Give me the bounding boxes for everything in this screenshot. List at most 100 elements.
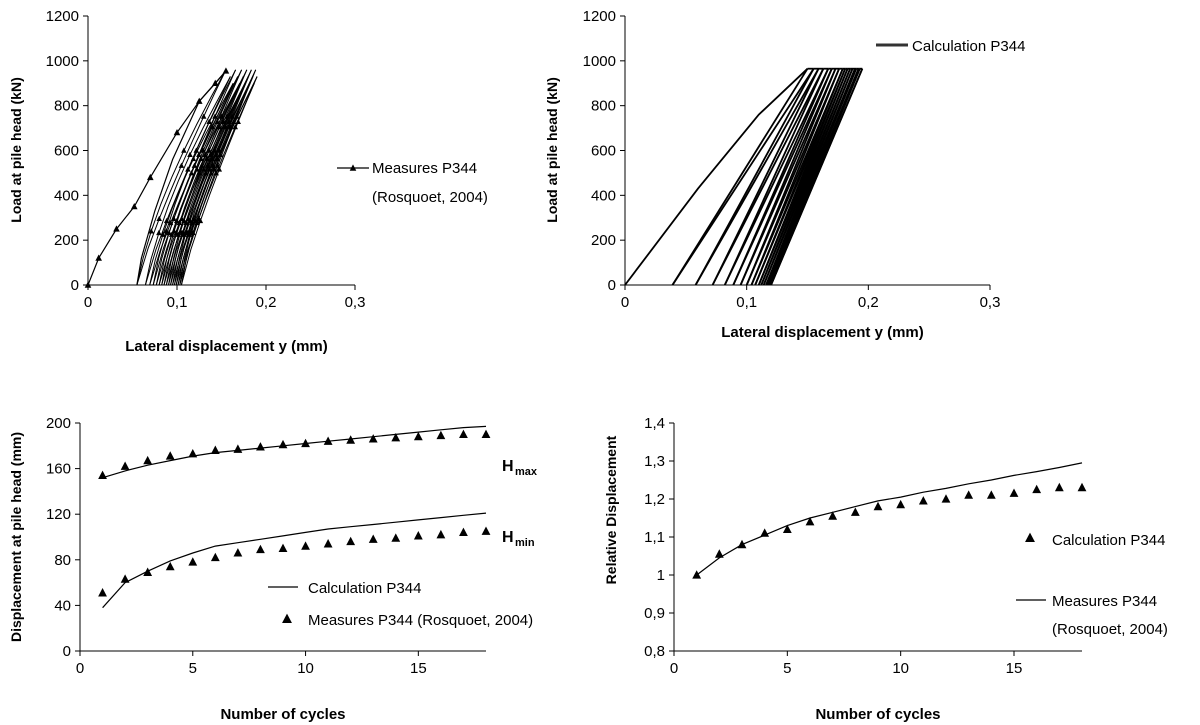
- series-first-unloading: [136, 70, 227, 286]
- data-point: [156, 215, 162, 222]
- data-point: [178, 162, 185, 168]
- y-tick-label: 1200: [583, 8, 616, 25]
- x-axis-title: Number of cycles: [815, 706, 940, 723]
- legend: Calculation P344 Measures P344 (Rosquoet, …: [1016, 532, 1168, 638]
- measure-point: [98, 588, 107, 597]
- legend-label-sub: (Rosquoet, 2004): [372, 189, 488, 206]
- measure-point: [346, 435, 356, 444]
- data-point: [232, 124, 238, 130]
- data-point: [186, 231, 193, 237]
- data-point: [181, 231, 188, 237]
- measure-point: [256, 544, 265, 554]
- y-axis-title: Displacement at pile head (mm): [8, 432, 24, 642]
- data-point: [163, 228, 169, 234]
- calc-first-loading-line: [624, 68, 809, 286]
- calc-point: [1054, 482, 1064, 492]
- data-point: [95, 254, 102, 261]
- data-point: [160, 231, 166, 237]
- calc-point: [714, 549, 724, 558]
- x-tick-label: 0: [76, 660, 84, 677]
- cycle-unloading-line: [180, 76, 258, 286]
- measure-point: [278, 439, 288, 449]
- y-tick-label: 0,9: [644, 605, 665, 622]
- measure-point: [233, 548, 243, 557]
- measure-point: [301, 438, 310, 448]
- data-point: [193, 147, 200, 153]
- calc-point: [986, 490, 996, 499]
- calc-cycle-line: [671, 68, 815, 286]
- calc-line: [102, 512, 487, 609]
- x-tick-label: 0,1: [736, 294, 757, 311]
- x-tick-label: 0,3: [345, 294, 366, 311]
- legend-label-sub: (Rosquoet, 2004): [1052, 621, 1168, 638]
- x-axis-title: Lateral displacement y (mm): [721, 324, 924, 341]
- y-tick-label: 1,3: [644, 453, 665, 470]
- data-point: [113, 225, 120, 232]
- measure-point: [481, 429, 491, 438]
- y-tick-label: 600: [54, 143, 79, 160]
- calc-point: [1077, 482, 1087, 492]
- y-tick-label: 1000: [46, 53, 79, 70]
- x-tick-label: 15: [1006, 660, 1023, 677]
- y-tick-label: 0: [63, 643, 71, 660]
- measure-point: [436, 430, 446, 440]
- calc-point: [737, 539, 747, 549]
- measure-point: [210, 552, 220, 562]
- y-tick-label: 80: [54, 552, 71, 569]
- data-point: [84, 281, 92, 288]
- calc-point: [1032, 484, 1042, 494]
- calc-cycle-line: [694, 68, 820, 286]
- measure-point: [346, 536, 356, 546]
- y-tick-label: 40: [54, 597, 71, 614]
- x-tick-label: 0,2: [858, 294, 879, 311]
- data-point: [206, 147, 212, 153]
- annotation-hmin: H: [502, 529, 514, 546]
- measure-point: [459, 429, 468, 438]
- y-tick-label: 1200: [46, 8, 79, 25]
- y-tick-label: 600: [591, 143, 616, 160]
- cycle-unloading-line: [170, 76, 249, 286]
- data-point: [181, 147, 187, 153]
- y-tick-label: 800: [54, 98, 79, 115]
- data-point: [200, 147, 207, 153]
- x-tick-label: 0: [621, 294, 629, 311]
- data-point: [130, 202, 138, 210]
- x-tick-label: 10: [297, 660, 314, 677]
- data-point: [216, 147, 222, 153]
- measure-point: [143, 567, 153, 576]
- measure-point: [301, 541, 310, 550]
- legend-marker: [1025, 532, 1035, 543]
- y-tick-label: 1: [657, 567, 665, 584]
- data-point: [156, 229, 162, 236]
- measure-point: [188, 557, 198, 566]
- data-point: [197, 217, 204, 224]
- data-point: [211, 147, 218, 153]
- measure-point: [323, 539, 333, 548]
- calc-point: [964, 490, 974, 499]
- calc-point: [828, 511, 838, 520]
- legend: Calculation P344 Measures P344 (Rosquoet,…: [268, 580, 533, 629]
- legend: Measures P344 (Rosquoet, 2004): [337, 160, 488, 206]
- x-tick-label: 5: [189, 660, 197, 677]
- legend-label: Measures P344: [372, 160, 477, 177]
- y-tick-label: 0: [71, 277, 79, 294]
- cycle-unloading-line: [152, 69, 237, 286]
- data-point: [217, 151, 224, 157]
- chart-tr: 0 200 400 600 800 1000 1200 0 0,1 0,2 0,3 Lateral d…: [544, 8, 1025, 341]
- data-point: [233, 113, 240, 119]
- y-tick-label: 120: [46, 506, 71, 523]
- annotation-hmin-sub: min: [515, 537, 535, 549]
- y-tick-label: 200: [46, 415, 71, 432]
- cycle-unloading-line: [168, 69, 248, 286]
- data-point: [216, 166, 223, 172]
- calc-cycle-line: [723, 68, 830, 286]
- y-tick-label: 1,1: [644, 529, 665, 546]
- measure-point: [391, 533, 401, 542]
- calc-point: [1009, 488, 1019, 497]
- x-tick-label: 0: [670, 660, 678, 677]
- calc-point: [805, 517, 815, 526]
- calc-point: [896, 499, 906, 509]
- data-point: [190, 229, 196, 236]
- measure-point: [278, 543, 288, 552]
- measure-point: [413, 531, 423, 540]
